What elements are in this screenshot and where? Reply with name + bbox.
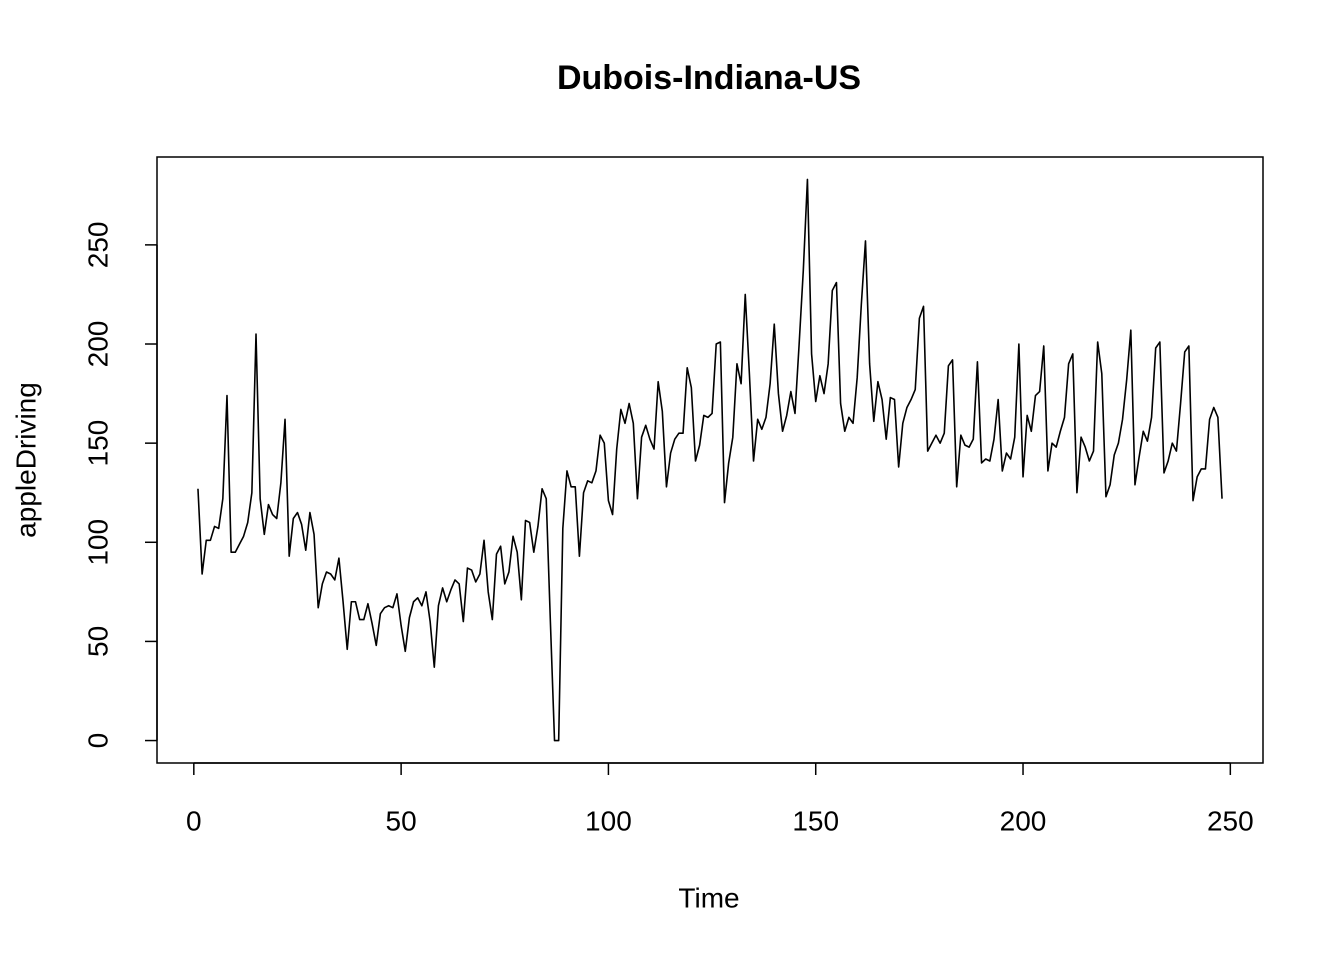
chart-title: Dubois-Indiana-US: [557, 59, 861, 97]
x-tick-label: 100: [585, 805, 632, 836]
data-line: [197, 178, 1223, 742]
y-axis-label: appleDriving: [10, 382, 41, 538]
x-tick-label: 0: [186, 805, 202, 836]
y-tick-label: 50: [82, 626, 113, 657]
plot-box: [156, 156, 1264, 764]
y-tick-label: 200: [82, 321, 113, 368]
y-tick-label: 100: [82, 519, 113, 566]
x-tick-label: 250: [1207, 805, 1254, 836]
x-tick-label: 150: [792, 805, 839, 836]
y-tick-label: 150: [82, 420, 113, 467]
x-tick-label: 200: [1000, 805, 1047, 836]
y-tick-label: 250: [82, 222, 113, 269]
x-axis-label: Time: [678, 882, 739, 913]
x-tick-label: 50: [386, 805, 417, 836]
y-tick-label: 0: [82, 733, 113, 749]
